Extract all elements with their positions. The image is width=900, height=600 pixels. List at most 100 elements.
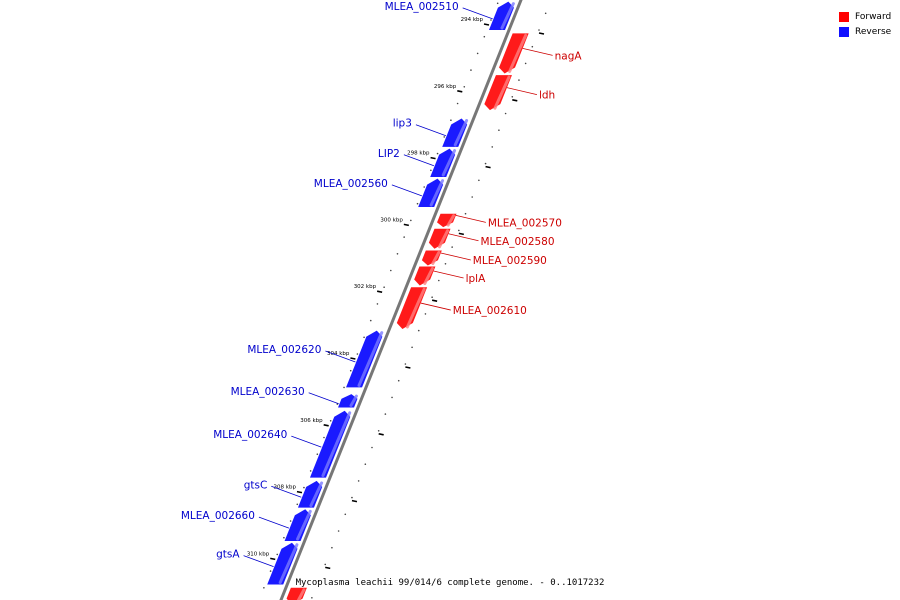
minor-dot	[404, 363, 407, 365]
gene-label[interactable]: lplA	[466, 273, 486, 285]
gene-label[interactable]: gtsC	[244, 479, 268, 491]
minor-dot	[410, 219, 412, 222]
minor-dot	[349, 369, 352, 372]
gene-highlight	[321, 411, 352, 478]
gene-label-leader	[325, 350, 356, 363]
minor-dot	[498, 129, 500, 131]
tick-label: 302 kbp	[354, 284, 377, 290]
minor-dot	[496, 2, 499, 5]
minor-dot	[451, 246, 453, 248]
gene-highlight	[508, 33, 528, 73]
gene-label[interactable]: ldh	[539, 90, 555, 102]
minor-dot	[357, 480, 360, 482]
minor-dot	[396, 253, 399, 255]
gene-label-leader	[415, 124, 447, 137]
minor-dot	[524, 62, 527, 65]
gene-label[interactable]: MLEA_002610	[453, 305, 527, 317]
gene-label[interactable]: MLEA_002660	[181, 510, 255, 522]
gene-label[interactable]: nagA	[555, 50, 583, 62]
minor-dot	[444, 263, 447, 265]
gene-feature[interactable]	[309, 410, 351, 478]
gene-feature[interactable]	[267, 542, 298, 585]
gene-feature[interactable]	[488, 1, 514, 31]
minor-dot	[337, 530, 340, 532]
gene-label-leader	[522, 48, 553, 56]
gene-label[interactable]: MLEA_002620	[247, 344, 321, 356]
gene-label[interactable]: MLEA_002630	[231, 386, 305, 398]
minor-dot	[344, 513, 347, 516]
minor-dot	[431, 296, 433, 299]
minor-dot	[544, 12, 547, 15]
tick-label: 304 kbp	[327, 351, 350, 357]
gene-feature[interactable]	[430, 148, 456, 177]
gene-highlight	[296, 509, 312, 541]
minor-dot	[424, 313, 427, 315]
tick-mark	[512, 99, 518, 102]
tick-mark	[350, 357, 356, 360]
minor-dot	[263, 587, 265, 589]
gene-label-leader	[440, 252, 471, 261]
tick-label: 310 kbp	[247, 551, 270, 557]
minor-dot	[316, 453, 319, 456]
minor-dot	[377, 430, 380, 432]
minor-dot	[483, 35, 486, 38]
minor-dot	[471, 196, 474, 198]
gene-feature[interactable]	[418, 178, 444, 208]
gene-label-leader	[291, 435, 322, 448]
gene-label[interactable]: MLEA_002590	[473, 255, 547, 267]
tick-mark	[405, 366, 411, 369]
gene-label[interactable]: MLEA_002560	[314, 178, 388, 190]
minor-dot	[369, 319, 372, 322]
legend-reverse-label: Reverse	[855, 26, 892, 37]
genome-caption: Mycoplasma leachii 99/014/6 complete gen…	[295, 578, 605, 588]
gene-label[interactable]: LIP2	[378, 148, 400, 160]
gene-label-leader	[391, 184, 422, 197]
legend-forward-label: Forward	[855, 11, 892, 22]
minor-dot	[470, 69, 472, 71]
gene-features	[267, 1, 529, 600]
minor-dot	[456, 102, 459, 105]
gene-label[interactable]: lip3	[393, 118, 412, 130]
tick-mark	[323, 424, 329, 427]
minor-dot	[371, 446, 373, 449]
minor-dot	[438, 279, 440, 282]
tick-label: 296 kbp	[434, 84, 457, 90]
gene-label[interactable]: MLEA_002570	[488, 217, 562, 229]
minor-dot	[331, 546, 333, 549]
gene-label[interactable]: MLEA_002510	[385, 1, 459, 13]
gene-label[interactable]: MLEA_002640	[213, 429, 287, 441]
minor-dot	[463, 86, 466, 88]
gene-label[interactable]: gtsA	[216, 549, 240, 561]
minor-dot	[324, 563, 327, 566]
gene-label-leader	[258, 516, 290, 529]
gene-feature[interactable]	[297, 480, 323, 508]
minor-dot	[490, 19, 492, 21]
gene-highlight	[493, 75, 511, 110]
gene-feature[interactable]	[346, 330, 383, 388]
tick-mark	[376, 290, 383, 293]
gene-labels: MLEA_002510 nagA ldh lip3 LIP2 MLEA_002560 MLE…	[181, 1, 583, 567]
gene-label[interactable]: MLEA_002580	[480, 236, 554, 248]
minor-dot	[384, 413, 387, 415]
minor-dot	[391, 396, 393, 399]
tick-mark	[457, 90, 463, 93]
gene-feature[interactable]	[442, 118, 468, 147]
minor-dot	[276, 553, 279, 556]
legend-forward-swatch	[839, 11, 849, 22]
tick-mark	[458, 232, 464, 236]
minor-dot	[289, 520, 292, 522]
minor-dot	[511, 96, 514, 98]
gene-feature[interactable]	[284, 509, 311, 542]
minor-dot	[504, 112, 507, 115]
minor-dot	[311, 597, 313, 599]
tick-label: 308 kbp	[274, 485, 297, 491]
tick-mark	[270, 557, 276, 561]
minor-dot	[323, 436, 325, 439]
minor-dot	[484, 162, 487, 165]
gene-highlight	[423, 266, 434, 286]
legend-reverse-swatch	[839, 26, 849, 37]
minor-dot	[478, 179, 480, 182]
minor-dot	[283, 536, 285, 539]
minor-dot	[450, 119, 452, 121]
